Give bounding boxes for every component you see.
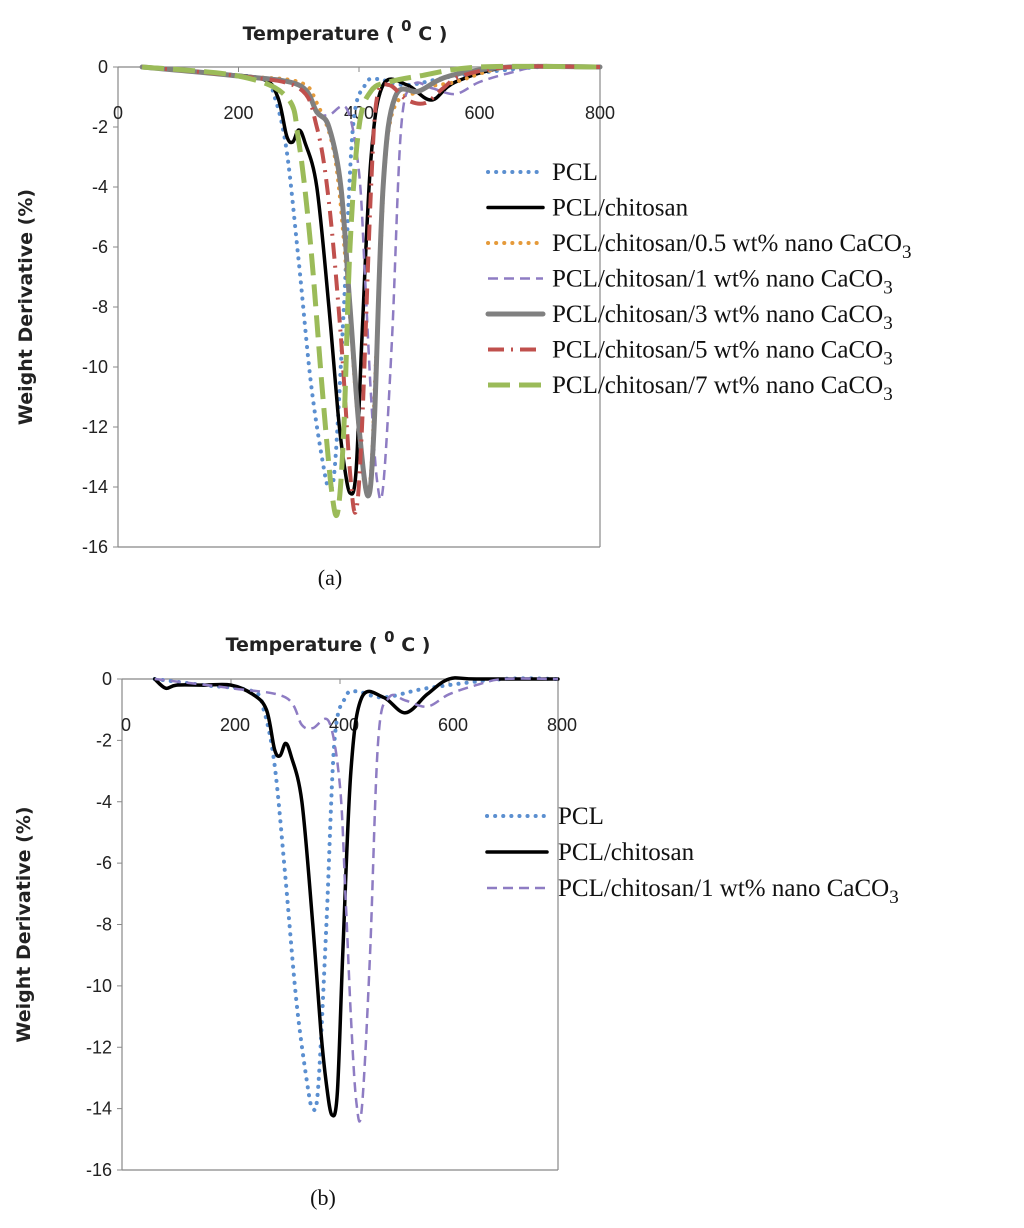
y-tick-label: -8 [92, 297, 108, 317]
y-tick-label: -2 [92, 117, 108, 137]
x-tick-label: 200 [223, 103, 253, 123]
y-tick-label: -16 [86, 1160, 112, 1180]
x-tick-label: 200 [220, 715, 250, 735]
legend: PCL PCL/chitosan PCL/chitosan/0.5 wt% nano… [485, 159, 911, 405]
y-tick-label: -16 [82, 537, 108, 557]
y-tick-label: -6 [96, 853, 112, 873]
legend-label-text: PCL [552, 159, 598, 186]
y-tick-label: -8 [96, 915, 112, 935]
series-line-3 [140, 63, 602, 497]
legend-label-text: PCL/chitosan [558, 839, 695, 866]
legend-label-text: PCL/chitosan/7 wt% nano CaCO [552, 372, 883, 399]
x-axis-title-superscript: 0 [384, 628, 394, 646]
legend-label-1: PCL [558, 803, 604, 830]
x-axis-title-unit: C ) [395, 634, 431, 656]
legend-label-text: PCL/chitosan/3 wt% nano CaCO [552, 301, 883, 328]
legend-label-subscript: 3 [883, 384, 893, 405]
x-tick-label: 800 [585, 103, 615, 123]
legend-label-7: PCL/chitosan/7 wt% nano CaCO3 [552, 372, 893, 405]
x-axis-title-text: Temperature ( [243, 23, 402, 45]
x-tick-label: 0 [113, 103, 123, 123]
x-tick-label: 600 [464, 103, 494, 123]
series-line-7 [141, 63, 601, 518]
chart-panel-b: 0-2-4-6-8-10-12-14-160 200 400 600 800Temper… [13, 628, 899, 1210]
legend-label-4: PCL/chitosan/1 wt% nano CaCO3 [552, 266, 893, 299]
series-line-5 [139, 63, 603, 499]
series-line-6 [141, 64, 601, 515]
x-tick-label: 600 [438, 715, 468, 735]
legend-label-6: PCL/chitosan/5 wt% nano CaCO3 [552, 337, 893, 370]
legend-label-2: PCL/chitosan [558, 839, 695, 866]
legend-label-subscript: 3 [883, 278, 893, 299]
legend-label-1: PCL [552, 159, 598, 186]
legend-label-text: PCL/chitosan/1 wt% nano CaCO [552, 266, 883, 293]
y-axis-title: Weight Derivative (%) [13, 806, 35, 1042]
y-tick-label: -2 [96, 730, 112, 750]
panel-label: (a) [318, 565, 342, 590]
y-tick-label: -10 [86, 976, 112, 996]
y-tick-label: -10 [82, 357, 108, 377]
x-axis-title-text: Temperature ( [226, 634, 385, 656]
y-axis-title: Weight Derivative (%) [15, 189, 37, 425]
series-group [152, 676, 560, 1123]
legend-label-text: PCL/chitosan/1 wt% nano CaCO [558, 875, 889, 902]
x-axis-title: Temperature ( 0 C ) [243, 17, 448, 45]
legend-label-text: PCL/chitosan/0.5 wt% nano CaCO [552, 230, 902, 257]
legend-label-3: PCL/chitosan/0.5 wt% nano CaCO3 [552, 230, 911, 263]
y-tick-label: -12 [82, 417, 108, 437]
x-axis-title-unit: C ) [412, 23, 448, 45]
series-line-3 [154, 677, 559, 1123]
legend-label-subscript: 3 [902, 242, 912, 263]
x-axis-title-superscript: 0 [401, 17, 411, 35]
x-axis-title: Temperature ( 0 C ) [226, 628, 431, 656]
legend-label-subscript: 3 [889, 887, 899, 908]
panel-label: (b) [310, 1185, 336, 1210]
y-tick-label: 0 [98, 57, 108, 77]
chart-panel-a: 0-2-4-6-8-10-12-14-160 200 400 600 800Temper… [15, 17, 911, 590]
y-tick-label: -4 [96, 792, 112, 812]
y-tick-label: -14 [82, 477, 108, 497]
legend: PCL PCL/chitosan PCL/chitosan/1 wt% nano C… [485, 803, 899, 908]
legend-label-text: PCL/chitosan/5 wt% nano CaCO [552, 337, 883, 364]
series-group [139, 63, 603, 518]
legend-label-3: PCL/chitosan/1 wt% nano CaCO3 [558, 875, 899, 908]
y-tick-label: -14 [86, 1099, 112, 1119]
legend-label-text: PCL/chitosan [552, 195, 689, 222]
x-tick-label: 800 [547, 715, 577, 735]
y-tick-label: 0 [102, 669, 112, 689]
y-tick-label: -4 [92, 177, 108, 197]
legend-label-5: PCL/chitosan/3 wt% nano CaCO3 [552, 301, 893, 334]
legend-label-subscript: 3 [883, 313, 893, 334]
legend-label-2: PCL/chitosan [552, 195, 689, 222]
x-tick-label: 0 [121, 715, 131, 735]
y-tick-label: -6 [92, 237, 108, 257]
legend-label-text: PCL [558, 803, 604, 830]
y-tick-label: -12 [86, 1037, 112, 1057]
legend-label-subscript: 3 [883, 349, 893, 370]
